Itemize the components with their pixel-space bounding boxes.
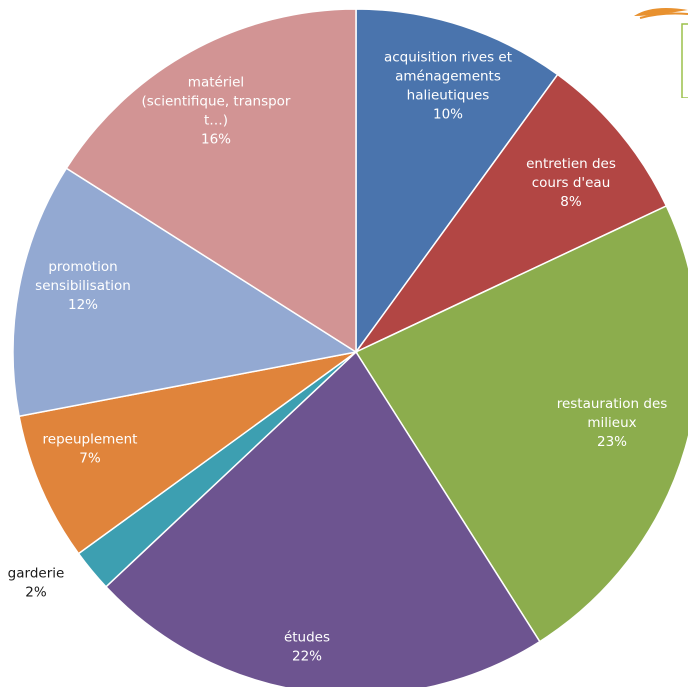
slice-percent: 10%	[433, 107, 463, 123]
slice-label: matériel (scientifique, transpor t…) 16%	[142, 75, 291, 148]
slice-percent: 23%	[597, 434, 627, 450]
pie-slice	[355, 73, 668, 353]
pie-slice	[355, 8, 559, 355]
slice-label-line: t…)	[204, 113, 228, 129]
slice-label-line: garderie	[8, 566, 65, 582]
pie-slice	[65, 8, 357, 354]
logo-box	[681, 23, 688, 98]
slice-label: études 22%	[284, 630, 330, 665]
pie-slice	[18, 351, 357, 555]
slice-label-line: repeuplement	[43, 432, 138, 448]
slice-percent: 8%	[560, 194, 582, 210]
logo-fragment-icon	[634, 8, 688, 98]
slice-label: repeuplement 7%	[43, 432, 138, 467]
slice-label: restauration des milieux 23%	[557, 396, 668, 450]
slice-label: acquisition rives et aménagements halieuti…	[384, 50, 512, 123]
slice-label-line: milieux	[587, 415, 636, 431]
slice-label-line: aménagements	[395, 69, 501, 85]
pie-slice	[12, 167, 359, 418]
slice-label: promotion sensibilisation 12%	[35, 259, 131, 313]
slice-label-line: matériel	[188, 75, 244, 91]
slice-label-line: études	[284, 630, 330, 646]
slice-label-line: restauration des	[557, 396, 668, 412]
slice-percent: 7%	[79, 451, 101, 467]
slice-percent: 22%	[292, 649, 322, 665]
slice-label-line: entretien des	[526, 156, 616, 172]
slice-label-line: cours d'eau	[532, 175, 611, 191]
slice-percent: 2%	[25, 585, 47, 601]
logo-swirl-2	[639, 12, 688, 19]
logo-swirl	[634, 8, 688, 16]
slice-label: garderie 2%	[8, 566, 65, 601]
slice-label-line: sensibilisation	[35, 278, 131, 294]
slice-label-line: (scientifique, transpor	[142, 94, 291, 110]
slice-label-line: acquisition rives et	[384, 50, 512, 66]
pie-slice	[104, 350, 541, 687]
slice-label-line: promotion	[48, 259, 117, 275]
slice-label: entretien des cours d'eau 8%	[526, 156, 616, 210]
slice-percent: 16%	[201, 132, 231, 148]
slice-label-line: halieutiques	[407, 88, 490, 104]
slice-percent: 12%	[68, 297, 98, 313]
